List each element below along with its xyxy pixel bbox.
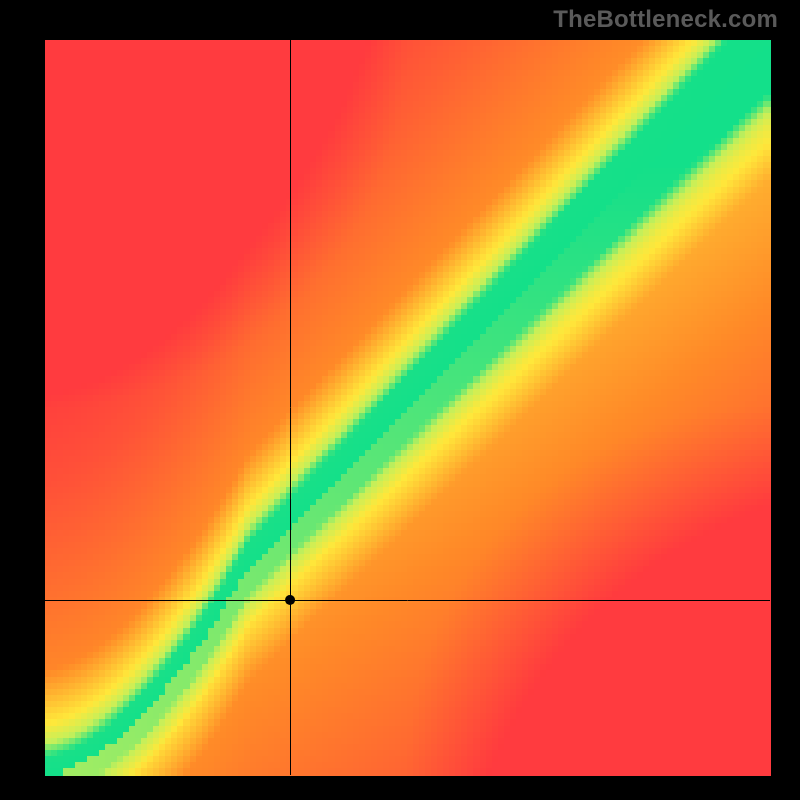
chart-container: TheBottleneck.com xyxy=(0,0,800,800)
attribution-label: TheBottleneck.com xyxy=(553,6,778,34)
bottleneck-heatmap xyxy=(0,0,800,800)
